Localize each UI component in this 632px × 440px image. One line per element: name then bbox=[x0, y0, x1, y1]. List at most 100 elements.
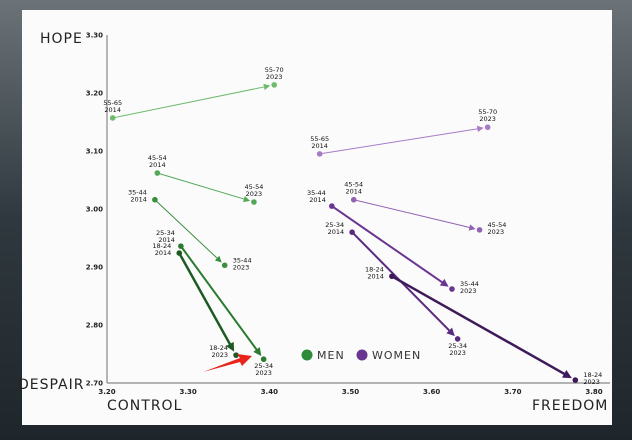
x-tick-label: 3.50 bbox=[342, 388, 359, 396]
x-label-right: FREEDOM bbox=[532, 398, 608, 414]
point-age: 25-34 bbox=[448, 342, 467, 350]
point-2023 bbox=[484, 124, 491, 131]
arrow-head bbox=[476, 125, 484, 133]
point-2014 bbox=[152, 196, 158, 203]
arrow-line bbox=[154, 199, 219, 260]
point-2023 bbox=[221, 262, 228, 269]
arrow-head bbox=[214, 255, 222, 263]
point-2023 bbox=[271, 82, 278, 88]
point-age: 18-24 bbox=[152, 242, 171, 250]
point-label-2014: 45-54 2014 bbox=[344, 181, 363, 196]
x-tick-label: 3.40 bbox=[261, 388, 278, 396]
point-year: 2023 bbox=[212, 351, 229, 359]
point-year: 2014 bbox=[130, 196, 147, 204]
point-age: 25-34 bbox=[325, 221, 344, 229]
arrow-head bbox=[468, 224, 476, 231]
point-label-2014: 35-44 2014 bbox=[307, 189, 326, 204]
point-year: 2014 bbox=[155, 249, 172, 257]
y-tick-label: 3.30 bbox=[86, 32, 103, 40]
point-age: 18-24 bbox=[209, 344, 228, 352]
arrow-head bbox=[562, 369, 572, 379]
point-label-2023: 55-70 2023 bbox=[478, 108, 497, 123]
point-label-2023: 18-24 2023 bbox=[209, 344, 228, 359]
point-age: 45-54 bbox=[244, 183, 263, 191]
arrow-women-55-65: 55-65 2014 55-70 2023 bbox=[310, 108, 497, 157]
point-year: 2023 bbox=[246, 190, 263, 198]
point-2023 bbox=[454, 336, 461, 342]
legend-men-swatch bbox=[301, 349, 313, 361]
point-label-2014: 25-34 2014 bbox=[325, 221, 344, 236]
point-year: 2023 bbox=[488, 228, 505, 236]
legend-men-label: MEN bbox=[317, 349, 345, 362]
point-age: 18-24 bbox=[365, 265, 384, 273]
y-label-bottom: DESPAIR bbox=[18, 377, 85, 393]
y-label-top: HOPE bbox=[40, 31, 83, 47]
point-label-2023: 45-54 2023 bbox=[244, 183, 263, 198]
point-age: 25-34 bbox=[156, 229, 175, 237]
y-tick-label: 2.90 bbox=[86, 264, 103, 272]
x-label-left: CONTROL bbox=[107, 398, 182, 414]
point-age: 35-44 bbox=[128, 189, 147, 197]
point-2023 bbox=[449, 286, 455, 292]
point-2023 bbox=[233, 352, 239, 358]
point-2014 bbox=[178, 243, 184, 249]
x-tick-label: 3.60 bbox=[423, 388, 440, 396]
point-age: 25-34 bbox=[254, 362, 273, 370]
point-label-2014: 25-34 2014 bbox=[156, 229, 175, 244]
point-year: 2023 bbox=[266, 73, 283, 81]
arrow-line bbox=[391, 275, 569, 377]
point-label-2023: 35-44 2023 bbox=[233, 256, 252, 271]
point-label-2014: 55-65 2014 bbox=[103, 99, 122, 114]
point-2023 bbox=[251, 199, 257, 205]
point-2014 bbox=[350, 196, 357, 203]
point-label-2023: 25-34 2023 bbox=[448, 342, 467, 357]
legend: MEN WOMEN bbox=[301, 349, 420, 362]
point-2014 bbox=[176, 250, 183, 256]
point-2014 bbox=[389, 273, 395, 280]
point-year: 2023 bbox=[460, 287, 477, 295]
point-age: 35-44 bbox=[460, 280, 479, 288]
y-tick-label: 2.70 bbox=[86, 380, 103, 388]
arrow-men-55-65: 55-65 2014 55-70 2023 bbox=[103, 66, 284, 121]
point-2014 bbox=[329, 203, 335, 209]
point-age: 55-70 bbox=[478, 108, 497, 116]
point-year: 2014 bbox=[328, 228, 345, 236]
point-2023 bbox=[476, 227, 483, 233]
point-year: 2014 bbox=[149, 161, 166, 169]
x-tick-label: 3.80 bbox=[585, 388, 602, 396]
arrow-line bbox=[331, 205, 446, 285]
point-label-2014: 45-54 2014 bbox=[148, 154, 167, 169]
arrow-line bbox=[178, 252, 233, 348]
point-2014 bbox=[316, 151, 323, 157]
y-tick-label: 2.80 bbox=[86, 322, 103, 330]
arrow-line bbox=[157, 172, 246, 200]
chart-card bbox=[22, 10, 612, 425]
arrow-head bbox=[225, 341, 235, 352]
point-age: 18-24 bbox=[583, 371, 602, 379]
arrow-head bbox=[263, 83, 271, 91]
point-age: 35-44 bbox=[233, 256, 252, 264]
point-year: 2014 bbox=[367, 272, 384, 280]
x-tick-label: 3.30 bbox=[180, 388, 197, 396]
point-age: 35-44 bbox=[307, 189, 326, 197]
x-tick-label: 3.70 bbox=[504, 388, 521, 396]
point-label-2014: 55-65 2014 bbox=[310, 135, 329, 150]
y-tick-label: 3.20 bbox=[86, 90, 103, 98]
y-tick-label: 3.00 bbox=[86, 206, 103, 214]
point-year: 2014 bbox=[345, 188, 362, 196]
arrow-head bbox=[439, 278, 449, 287]
point-2014 bbox=[154, 170, 161, 176]
point-2014 bbox=[349, 229, 355, 235]
point-label-2014: 18-24 2014 bbox=[152, 242, 171, 257]
arrow-head bbox=[446, 327, 455, 337]
point-age: 55-70 bbox=[265, 66, 284, 74]
point-age: 45-54 bbox=[344, 181, 363, 189]
point-label-2023: 18-24 2023 bbox=[583, 371, 602, 386]
